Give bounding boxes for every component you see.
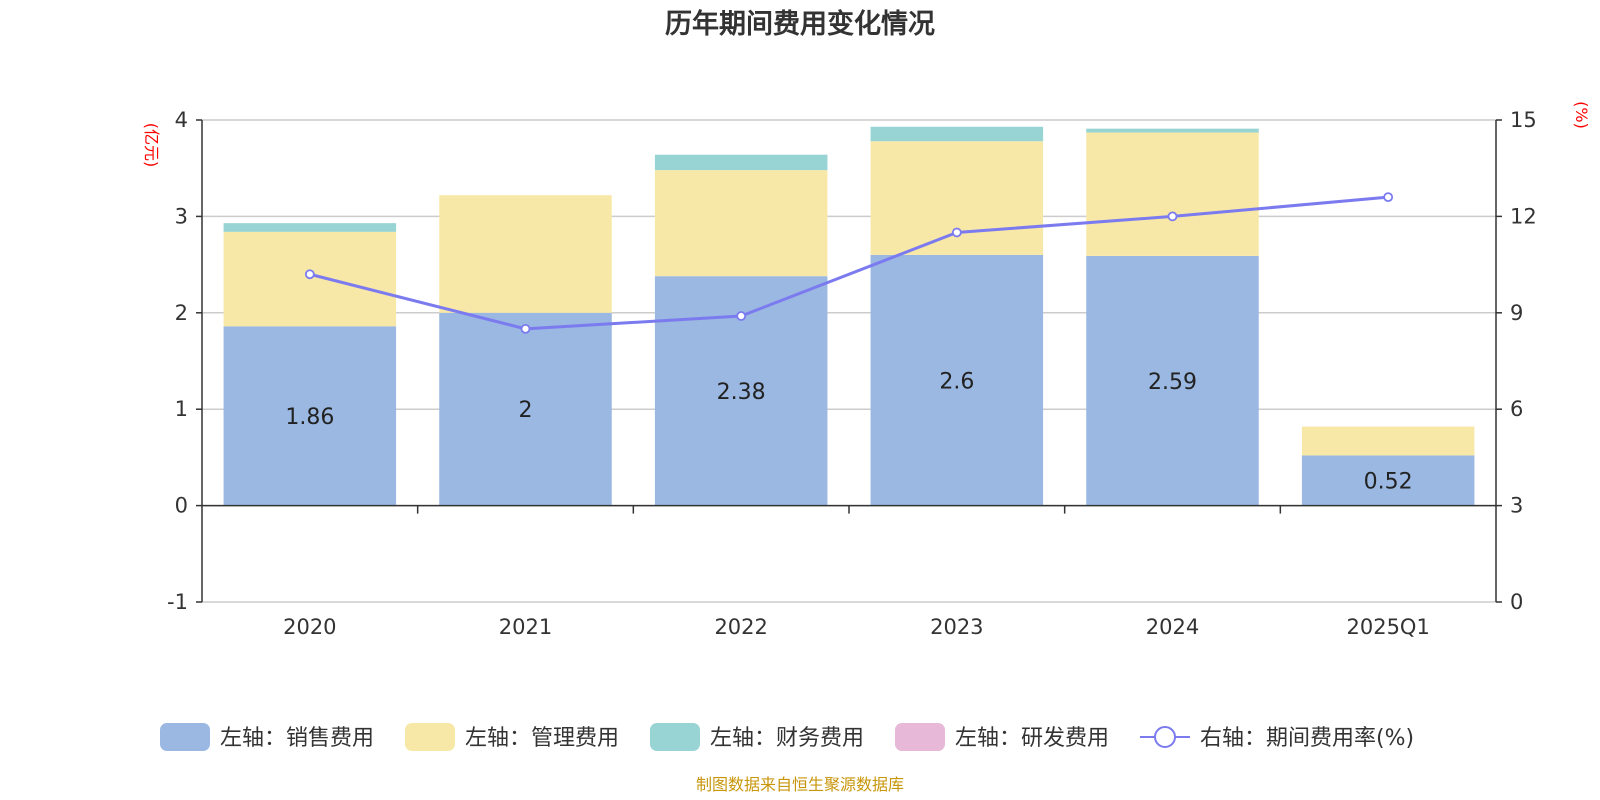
data-label: 0.52 xyxy=(1364,470,1413,495)
data-label: 2.6 xyxy=(939,369,974,394)
legend-swatch xyxy=(160,723,210,751)
left-axis-unit: (亿元) xyxy=(142,123,161,168)
x-axis-tick-label: 2025Q1 xyxy=(1346,615,1429,639)
rate-point xyxy=(1383,192,1394,203)
legend-label: 右轴：期间费用率(%) xyxy=(1200,726,1414,751)
x-axis-tick-label: 2022 xyxy=(714,615,767,639)
right-axis-tick-label: 3 xyxy=(1510,494,1523,518)
legend-item[interactable]: 左轴：研发费用 xyxy=(895,723,1109,751)
left-axis-tick-label: 1 xyxy=(175,397,188,421)
left-axis-tick-label: 0 xyxy=(175,494,188,518)
data-label: 2.38 xyxy=(717,380,766,405)
left-axis-tick-label: 2 xyxy=(175,301,188,325)
right-axis-tick-label: 12 xyxy=(1510,204,1537,228)
bar-segment xyxy=(1301,426,1475,456)
chart-title: 历年期间费用变化情况 xyxy=(665,8,935,40)
left-axis-tick-label: 4 xyxy=(175,108,188,132)
bar-segment xyxy=(870,126,1044,142)
bar-segment xyxy=(1086,132,1259,256)
legend-item[interactable]: 左轴：销售费用 xyxy=(160,723,374,751)
right-axis-tick-label: 6 xyxy=(1510,397,1523,421)
left-axis-tick-label: -1 xyxy=(167,590,188,614)
left-axis-tick-label: 3 xyxy=(175,204,188,228)
right-axis-tick-label: 15 xyxy=(1510,108,1537,132)
legend-swatch xyxy=(650,723,700,751)
data-label: 1.86 xyxy=(285,405,334,430)
legend-label: 左轴：销售费用 xyxy=(220,726,374,751)
legend-swatch xyxy=(405,723,455,751)
legend-item[interactable]: 右轴：期间费用率(%) xyxy=(1140,726,1414,751)
rate-point xyxy=(1167,211,1178,222)
x-axis-tick-label: 2021 xyxy=(499,615,552,639)
x-axis-tick-label: 2023 xyxy=(930,615,983,639)
right-axis-tick-label: 0 xyxy=(1510,590,1523,614)
legend-item[interactable]: 左轴：管理费用 xyxy=(405,723,619,751)
bar-segment xyxy=(223,223,397,232)
rate-line xyxy=(304,192,1394,334)
right-axis-unit: (%) xyxy=(1572,101,1591,129)
data-labels: 1.86 2 2.38 2.6 2.59 0.52 xyxy=(285,369,1412,494)
bar-segment xyxy=(654,170,828,277)
rate-point xyxy=(520,323,531,334)
bar-segment xyxy=(1301,455,1475,506)
footer-source: 制图数据来自恒生聚源数据库 xyxy=(696,775,904,794)
legend-marker xyxy=(1154,726,1176,748)
rate-point xyxy=(951,227,962,238)
data-label: 2 xyxy=(519,398,533,423)
legend: 左轴：销售费用 左轴：管理费用 左轴：财务费用 左轴：研发费用 右轴：期间费用率(%) xyxy=(160,723,1414,751)
bar-segment xyxy=(654,154,828,171)
rate-point xyxy=(304,269,315,280)
bar-segment xyxy=(1086,255,1259,506)
right-axis-tick-label: 9 xyxy=(1510,301,1523,325)
bar-segment xyxy=(439,312,612,506)
bar-segment xyxy=(870,254,1044,506)
legend-label: 左轴：管理费用 xyxy=(465,726,619,751)
bar-segment xyxy=(1086,128,1259,133)
x-axis-tick-label: 2024 xyxy=(1146,615,1199,639)
x-axis-tick-label: 2020 xyxy=(283,615,336,639)
data-label: 2.59 xyxy=(1148,370,1197,395)
bar-segment xyxy=(870,141,1044,255)
rate-series-line xyxy=(309,195,1389,331)
legend-label: 左轴：研发费用 xyxy=(955,726,1109,751)
bars xyxy=(223,126,1475,506)
legend-item[interactable]: 左轴：财务费用 xyxy=(650,723,864,751)
bar-segment xyxy=(439,195,612,313)
legend-label: 左轴：财务费用 xyxy=(710,726,864,751)
rate-point xyxy=(736,311,747,321)
legend-swatch xyxy=(895,723,945,751)
bar-segment xyxy=(223,326,397,506)
